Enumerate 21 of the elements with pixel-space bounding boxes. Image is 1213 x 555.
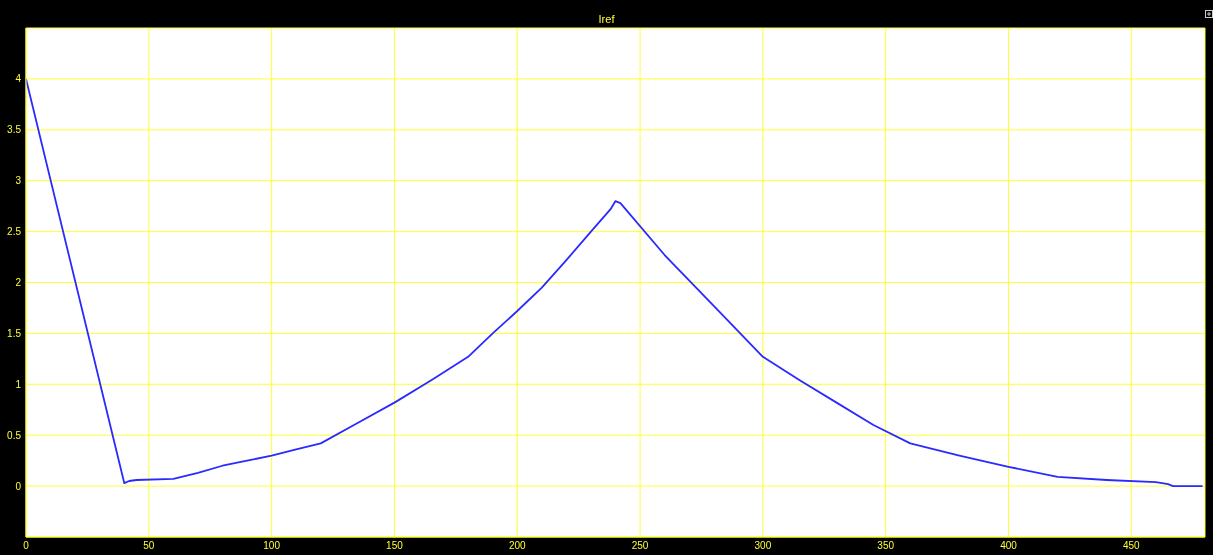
y-tick-label: 4	[15, 73, 22, 85]
x-tick-label: 400	[1000, 540, 1018, 552]
x-tick-label: 150	[386, 540, 404, 552]
x-tick-label: 200	[508, 540, 527, 552]
y-tick-label: 1.5	[7, 327, 22, 339]
chart-title: Iref	[597, 12, 616, 27]
y-tick-label: 3.5	[7, 124, 22, 136]
y-tick-label: 0	[15, 480, 22, 492]
y-tick-label: 2	[15, 277, 22, 289]
y-tick-label: 1	[15, 378, 22, 390]
x-tick-label: 0	[23, 540, 30, 552]
x-tick-label: 50	[143, 540, 155, 552]
x-tick-label: 350	[877, 540, 895, 552]
x-tick-label: 250	[631, 540, 649, 552]
x-tick-label: 100	[263, 540, 281, 552]
y-tick-label: 2.5	[7, 226, 22, 238]
x-tick-label: 450	[1122, 540, 1141, 552]
line-series	[26, 78, 1204, 487]
x-tick-label: 300	[754, 540, 772, 552]
y-tick-label: 3	[15, 175, 22, 187]
y-tick-label: 0.5	[7, 429, 22, 441]
